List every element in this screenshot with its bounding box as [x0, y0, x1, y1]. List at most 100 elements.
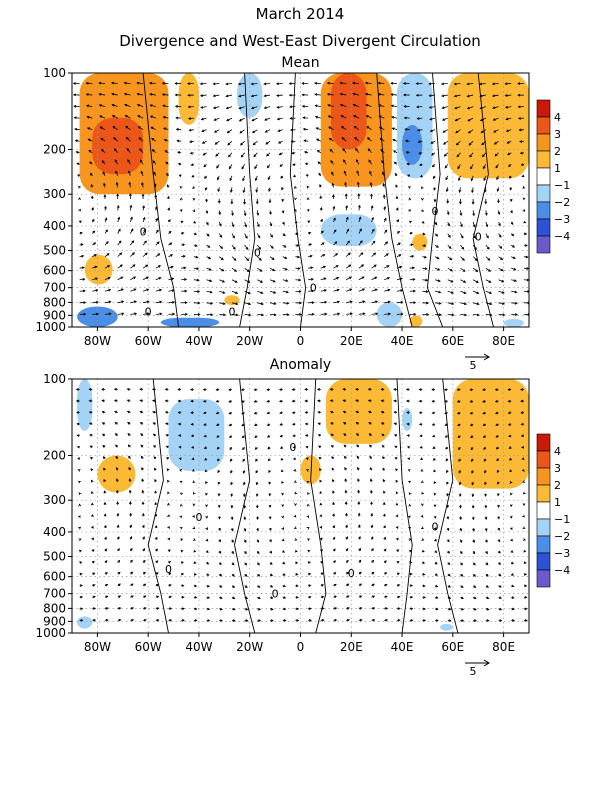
wind-vector	[460, 313, 467, 316]
wind-vector	[241, 164, 245, 170]
wind-vector-head	[168, 595, 173, 599]
wind-vector	[155, 289, 162, 292]
wind-vector-head	[445, 458, 449, 462]
wind-vector-head	[154, 490, 158, 494]
wind-vector-head	[213, 118, 217, 121]
wind-vector-head	[342, 148, 346, 152]
wind-vector	[244, 256, 249, 261]
wind-vector-head	[177, 151, 181, 154]
wind-vector	[455, 129, 461, 134]
wind-vector-head	[92, 584, 96, 587]
wind-vector-head	[522, 480, 526, 483]
wind-vector-head	[362, 300, 366, 304]
wind-vector-head	[507, 411, 511, 415]
wind-vector-head	[192, 197, 196, 201]
y-tick-label: 400	[43, 525, 66, 539]
wind-vector	[468, 140, 474, 146]
wind-vector-head	[153, 445, 156, 448]
wind-vector-head	[255, 493, 259, 497]
wind-vector-head	[495, 411, 499, 415]
wind-vector-head	[471, 482, 475, 486]
wind-vector-head	[197, 301, 201, 305]
wind-vector-head	[282, 233, 286, 237]
wind-vector-head	[448, 596, 452, 599]
wind-vector-head	[164, 399, 168, 403]
wind-vector-head	[344, 455, 347, 459]
wind-vector-head	[98, 104, 102, 107]
wind-vector-head	[373, 252, 377, 256]
wind-vector-head	[332, 536, 336, 540]
wind-vector-head	[277, 129, 281, 132]
colorbar-swatch	[536, 150, 551, 169]
wind-vector	[485, 290, 492, 294]
wind-vector-head	[344, 512, 348, 516]
wind-vector-head	[505, 117, 509, 121]
wind-vector-head	[243, 505, 247, 509]
wind-vector-head	[410, 584, 414, 588]
wind-vector	[366, 115, 372, 119]
wind-vector-head	[167, 491, 170, 495]
wind-vector-head	[369, 181, 373, 186]
wind-vector-head	[222, 279, 226, 283]
wind-vector-head	[194, 244, 198, 247]
wind-vector-head	[220, 246, 223, 249]
wind-vector-head	[250, 94, 254, 98]
wind-vector-head	[396, 572, 400, 576]
wind-vector	[99, 104, 106, 107]
wind-vector-head	[255, 505, 259, 509]
wind-vector-head	[240, 142, 243, 146]
wind-vector	[346, 313, 353, 315]
wind-vector-head	[508, 446, 512, 449]
wind-vector-head	[416, 117, 420, 120]
wind-vector-head	[498, 223, 501, 227]
wind-vector-head	[409, 572, 413, 576]
wind-vector-head	[502, 302, 506, 305]
plot-area: 000 000	[72, 379, 529, 633]
wind-vector-head	[337, 312, 341, 316]
wind-vector-head	[431, 152, 434, 156]
wind-vector-head	[500, 257, 504, 260]
wind-vector-head	[149, 92, 153, 96]
wind-vector-head	[469, 154, 473, 158]
wind-vector-head	[332, 501, 335, 505]
colorbar-swatch	[536, 484, 551, 503]
wind-vector-head	[192, 514, 195, 518]
wind-vector-head	[308, 607, 312, 611]
wind-vector-head	[156, 595, 160, 599]
y-tick-label: 200	[43, 448, 66, 462]
wind-vector-head	[152, 422, 156, 425]
wind-vector-head	[319, 195, 323, 199]
wind-vector-head	[174, 82, 178, 85]
divergence-cell	[447, 73, 529, 179]
wind-vector-head	[189, 151, 193, 155]
wind-vector-head	[110, 81, 114, 85]
wind-vector	[365, 93, 372, 96]
wind-vector-head	[431, 411, 435, 415]
wind-vector-head	[525, 255, 529, 259]
wind-vector-head	[181, 607, 185, 611]
wind-vector-head	[217, 516, 221, 520]
wind-vector-head	[251, 118, 255, 122]
wind-vector-head	[449, 268, 453, 272]
wind-vector-head	[309, 254, 313, 258]
wind-vector-head	[142, 547, 146, 551]
wind-vector-head	[527, 290, 529, 293]
wind-vector-head	[284, 267, 288, 271]
wind-vector-head	[378, 115, 382, 119]
wind-vector-head	[205, 527, 208, 531]
wind-vector-head	[152, 410, 156, 414]
wind-vector-head	[419, 163, 423, 166]
wind-vector	[493, 117, 499, 121]
wind-vector-head	[275, 82, 279, 86]
wind-vector	[265, 129, 271, 133]
wind-vector-head	[450, 291, 455, 294]
wind-vector-head	[468, 142, 472, 146]
wind-vector-head	[320, 560, 324, 564]
wind-vector-head	[421, 538, 425, 541]
wind-vector	[277, 117, 283, 120]
wind-vector-head	[344, 193, 348, 197]
wind-vector-head	[192, 480, 196, 483]
wind-vector-head	[194, 607, 198, 611]
wind-vector	[429, 94, 436, 97]
wind-vector-head	[180, 492, 183, 496]
